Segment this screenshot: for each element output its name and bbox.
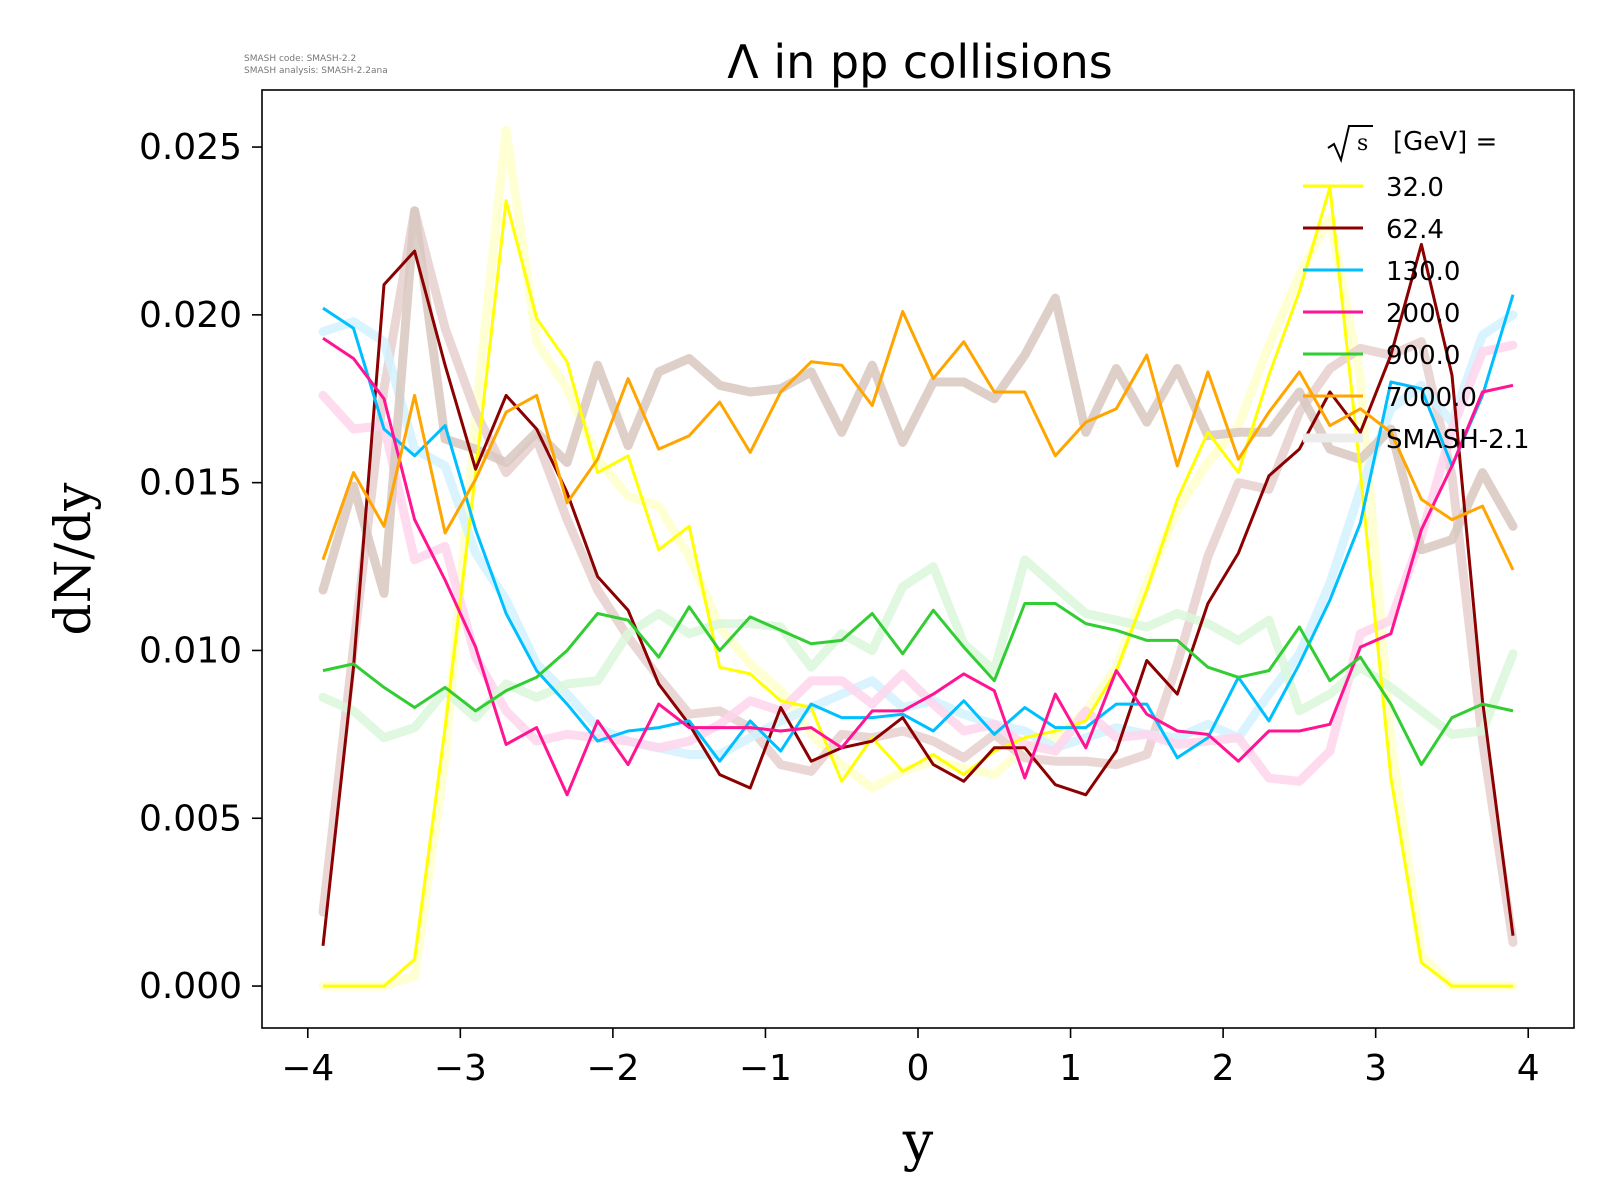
y-axis: 0.000 0.005 0.010 0.015 0.020 0.025 bbox=[139, 127, 262, 1007]
legend-label-62.4: 62.4 bbox=[1386, 215, 1444, 245]
x-tick-label: 2 bbox=[1212, 1048, 1235, 1089]
y-axis-label: dN/dy bbox=[44, 482, 102, 636]
y-tick-label: 0.015 bbox=[139, 463, 242, 504]
y-tick-label: 0.005 bbox=[139, 798, 242, 839]
x-tick-label: −4 bbox=[281, 1048, 334, 1089]
legend-title-symbol: s bbox=[1357, 131, 1368, 156]
x-tick-label: 4 bbox=[1517, 1048, 1540, 1089]
y-tick-label: 0.010 bbox=[139, 630, 242, 671]
x-axis: −4 −3 −2 −1 0 1 2 3 4 bbox=[281, 1028, 1540, 1089]
legend-label-7000.0: 7000.0 bbox=[1386, 383, 1477, 413]
legend-title: s [GeV] = bbox=[1327, 125, 1497, 164]
series-group bbox=[321, 185, 1515, 988]
x-tick-label: 3 bbox=[1364, 1048, 1387, 1089]
series-line-130.0 bbox=[322, 294, 1515, 763]
y-tick-label: 0.020 bbox=[139, 295, 242, 336]
x-axis-label: y bbox=[902, 1110, 934, 1173]
legend-label-200.0: 200.0 bbox=[1386, 299, 1460, 329]
legend-title-text: [GeV] = bbox=[1393, 127, 1497, 157]
reference-series-line-62.4 bbox=[318, 206, 1518, 947]
x-tick-label: −3 bbox=[434, 1048, 487, 1089]
legend-label-32.0: 32.0 bbox=[1386, 173, 1444, 203]
x-tick-label: 0 bbox=[907, 1048, 930, 1089]
legend-label-130.0: 130.0 bbox=[1386, 257, 1460, 287]
series-line-200.0 bbox=[322, 337, 1514, 797]
legend-label-900.0: 900.0 bbox=[1386, 341, 1460, 371]
x-tick-label: −1 bbox=[739, 1048, 792, 1089]
series-line-32.0 bbox=[323, 185, 1513, 988]
y-tick-label: 0.000 bbox=[139, 966, 242, 1007]
x-tick-label: −2 bbox=[586, 1048, 639, 1089]
series-line-7000.0 bbox=[321, 310, 1515, 571]
legend-entries: 32.0 62.4 130.0 200.0 900.0 7000.0 SMASH-2.1 bbox=[1303, 173, 1530, 455]
reference-series-line-900.0 bbox=[318, 555, 1518, 743]
series-line-900.0 bbox=[322, 602, 1514, 767]
code-info-line-1: SMASH code: SMASH-2.2 bbox=[244, 54, 356, 64]
chart-title: Λ in pp collisions bbox=[727, 35, 1112, 89]
legend-label-reference: SMASH-2.1 bbox=[1386, 425, 1530, 455]
reference-series-line-200.0 bbox=[318, 340, 1518, 786]
series-line-62.4 bbox=[321, 242, 1515, 946]
reference-series-line-32.0 bbox=[318, 125, 1518, 991]
code-info-line-2: SMASH analysis: SMASH-2.2ana bbox=[244, 66, 388, 76]
x-tick-label: 1 bbox=[1059, 1048, 1082, 1089]
plot-frame bbox=[261, 89, 1575, 1029]
y-tick-label: 0.025 bbox=[139, 127, 242, 168]
legend: s [GeV] = 32.0 62.4 130.0 200.0 900.0 7000.0 S… bbox=[1303, 125, 1530, 455]
sqrt-icon bbox=[1327, 125, 1373, 164]
